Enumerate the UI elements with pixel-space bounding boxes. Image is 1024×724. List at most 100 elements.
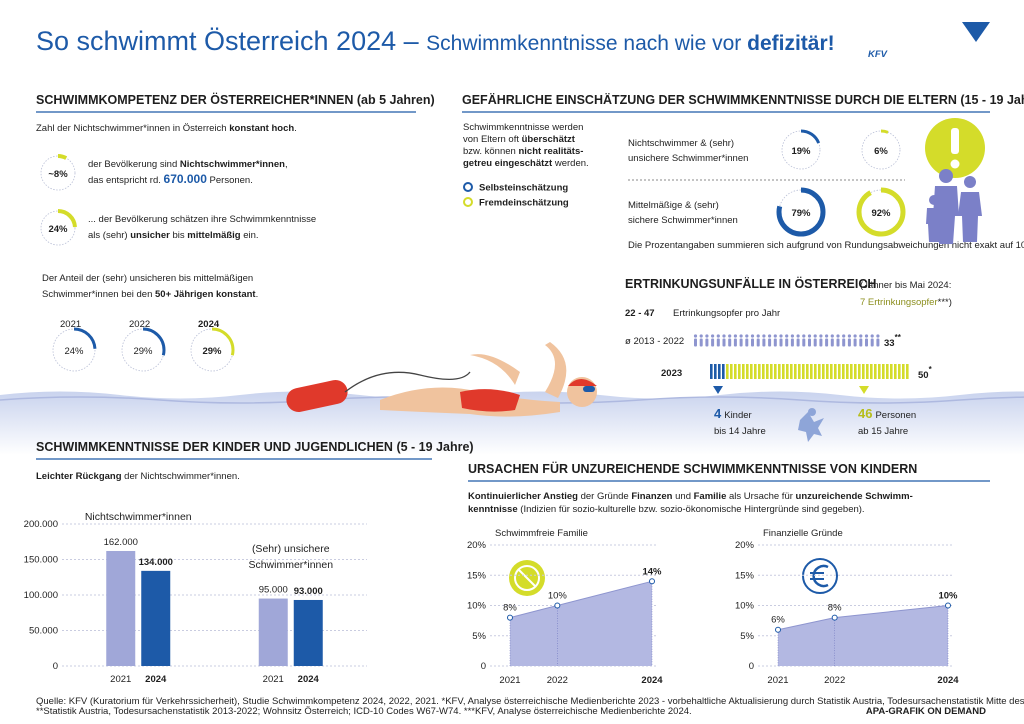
person-icon	[722, 334, 726, 338]
bar-icon	[818, 364, 821, 379]
text-run: ***)	[938, 297, 952, 308]
person-icon	[773, 334, 777, 338]
row-value: 33**	[884, 333, 902, 349]
value-label: 10%	[938, 591, 958, 602]
bar-icon	[790, 364, 793, 379]
person-icon	[842, 334, 846, 338]
person-icon	[836, 334, 840, 338]
illustration	[0, 342, 1024, 455]
person-icon	[751, 338, 754, 347]
text-run: SCHWIMMKOMPETENZ DER ÖSTERREICHER*INNEN	[36, 92, 353, 107]
y-tick-label: 15%	[735, 570, 755, 581]
bar-icon	[726, 364, 729, 379]
donut-arc	[120, 327, 166, 373]
row-label: 2023	[661, 368, 682, 379]
chart-title: Schwimmfreie Familie	[495, 528, 588, 539]
person-icon	[813, 338, 817, 347]
y-tick-label: 20%	[735, 540, 755, 551]
donut-arc	[39, 154, 77, 192]
donut-label: 92%	[871, 208, 891, 219]
text-run: SCHWIMMKENNTNISSE DER KINDER UND JUGENDL…	[36, 440, 393, 454]
warning-dot	[950, 159, 960, 169]
bar-icon	[826, 364, 829, 379]
section-heading: SCHWIMMKENNTNISSE DER KINDER UND JUGENDL…	[36, 440, 474, 454]
person-icon	[745, 338, 749, 347]
marker	[859, 386, 869, 394]
donut-label: 29%	[202, 346, 222, 357]
trend-text: Der Anteil der (sehr) unsicheren bis mit…	[42, 273, 253, 284]
series-label: Nichtschwimmer*innen	[84, 510, 192, 523]
row-label: unsichere Schwimmer*innen	[628, 153, 748, 164]
person-icon	[870, 338, 874, 347]
y-tick-label: 5%	[740, 631, 754, 642]
y-tick-label: 150.000	[24, 555, 58, 566]
bar-icon	[862, 364, 865, 379]
person-icon	[847, 338, 851, 347]
text-run: Personen.	[207, 175, 253, 186]
donut-track	[52, 328, 96, 372]
value: 4	[714, 406, 722, 421]
person-icon	[745, 334, 749, 338]
y-tick-label: 20%	[467, 540, 487, 551]
bar-icon	[882, 364, 885, 379]
section-heading: SCHWIMMKOMPETENZ DER ÖSTERREICHER*INNEN …	[36, 92, 435, 107]
person-icon	[762, 338, 766, 347]
text-run: So schwimmt Österreich 2024 –	[36, 26, 426, 56]
point	[507, 614, 513, 621]
person-icon	[773, 338, 777, 347]
bar-icon	[738, 364, 741, 379]
bar-icon	[786, 364, 789, 379]
text-run: getreu eingeschätzt	[463, 158, 553, 169]
year-label: 2022	[129, 319, 150, 330]
row-value: 50*	[918, 365, 933, 381]
series-label-text: Nichtschwimmer*innen	[84, 510, 192, 523]
note-mark: **	[895, 333, 902, 342]
bar-icon	[798, 364, 801, 379]
donut-arc	[776, 187, 826, 237]
value-label: 95.000	[259, 585, 288, 596]
bar-icon	[714, 364, 717, 379]
note: Die Prozentangaben summieren sich aufgru…	[628, 240, 1024, 251]
text-run: Zahl der Nichtschwimmer*innen in Österre…	[36, 123, 229, 134]
section-heading: ERTRINKUNGSUNFÄLLE IN ÖSTERREICH	[625, 276, 876, 291]
person-icon	[825, 334, 829, 338]
ytd-text: (Jänner bis Mai 2024:	[860, 280, 951, 291]
trend-text: Schwimmer*innen bei den 50+ Jährigen kon…	[42, 289, 258, 300]
value-label: 10%	[548, 591, 568, 602]
family-icon	[926, 169, 982, 244]
group-label: 46 Personen	[858, 406, 916, 421]
bar-icon	[854, 364, 857, 379]
value-label: 93.000	[294, 586, 323, 597]
text-run: ... der Bevölkerung schätzen ihre Schwim…	[88, 214, 316, 225]
donut-label: 79%	[791, 208, 811, 219]
bar-icon	[878, 364, 881, 379]
group-label: bis 14 Jahre	[714, 426, 766, 437]
text-run: unsicher	[130, 230, 170, 241]
text-run: .	[256, 289, 259, 300]
person-icon	[711, 338, 715, 347]
value-label: 162.000	[104, 537, 138, 548]
person-icon	[790, 338, 794, 347]
person-icon	[853, 338, 857, 347]
person-icon	[796, 334, 800, 338]
text-run: als (sehr)	[88, 230, 130, 241]
footer-text: **Statistik Austria, Todesursachenstatis…	[36, 706, 692, 717]
text-run: und	[672, 491, 693, 502]
bar-icon	[906, 364, 909, 379]
bar-icon	[710, 364, 713, 379]
area	[510, 581, 652, 666]
bar-icon	[846, 364, 849, 379]
person-icon	[842, 338, 846, 347]
person-icon	[739, 334, 743, 338]
text-run: Schwimmkenntnisse werden	[463, 122, 583, 133]
section-heading: URSACHEN FÜR UNZUREICHENDE SCHWIMMKENNTN…	[468, 461, 917, 476]
drowning-child-head	[808, 408, 816, 416]
text-run: überschätzt	[522, 134, 576, 145]
donut-label: ~8%	[48, 169, 68, 180]
bar-icon	[782, 364, 785, 379]
warning-icon	[925, 118, 985, 178]
person-icon	[876, 334, 880, 338]
bar-icon	[902, 364, 905, 379]
intro-text: Zahl der Nichtschwimmer*innen in Österre…	[36, 123, 297, 134]
text-run: nicht realitäts-	[518, 146, 583, 157]
